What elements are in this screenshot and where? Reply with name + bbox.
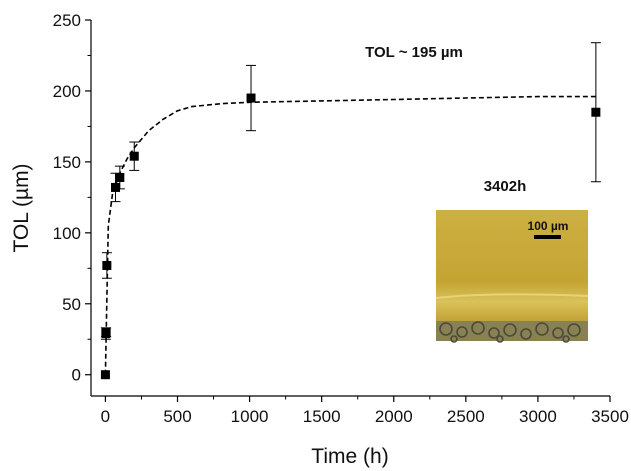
y-tick-label: 50 [62,295,81,314]
micrograph-inset: 100 µm [435,210,589,343]
x-tick-label: 1000 [231,407,269,426]
inset-time-label: 3402h [484,178,527,195]
y-ticks: 0 50 100 150 200 250 [53,11,91,385]
y-tick-label: 0 [72,366,81,385]
inset-pores [439,321,581,343]
y-tick-label: 250 [53,11,81,30]
data-point [129,151,139,161]
data-point [102,260,112,270]
x-tick-label: 500 [163,407,191,426]
x-tick-label: 3000 [519,407,557,426]
x-tick-label: 0 [101,407,110,426]
inset-background [436,210,588,341]
data-points [100,93,601,380]
y-axis-title: TOL (µm) [10,163,33,252]
x-tick-label: 3500 [591,407,629,426]
x-tick-label: 1500 [303,407,341,426]
x-tick-label: 2000 [375,407,413,426]
y-tick-label: 200 [53,82,81,101]
y-tick-label: 100 [53,224,81,243]
x-ticks: 0 500 1000 1500 2000 2500 3000 3500 [101,396,629,426]
data-point [101,327,111,337]
y-tick-label: 150 [53,153,81,172]
data-point [591,107,601,117]
data-point [100,370,110,380]
inset-boundary-line [435,293,589,299]
inset-dark-region [436,321,588,341]
data-point [246,93,256,103]
scale-bar [534,235,561,239]
x-tick-label: 2500 [447,407,485,426]
x-axis-title: Time (h) [311,445,388,468]
scale-bar-label: 100 µm [528,219,569,233]
data-point [111,182,121,192]
data-point [115,172,125,182]
tol-annotation: TOL ~ 195 µm [365,44,463,61]
